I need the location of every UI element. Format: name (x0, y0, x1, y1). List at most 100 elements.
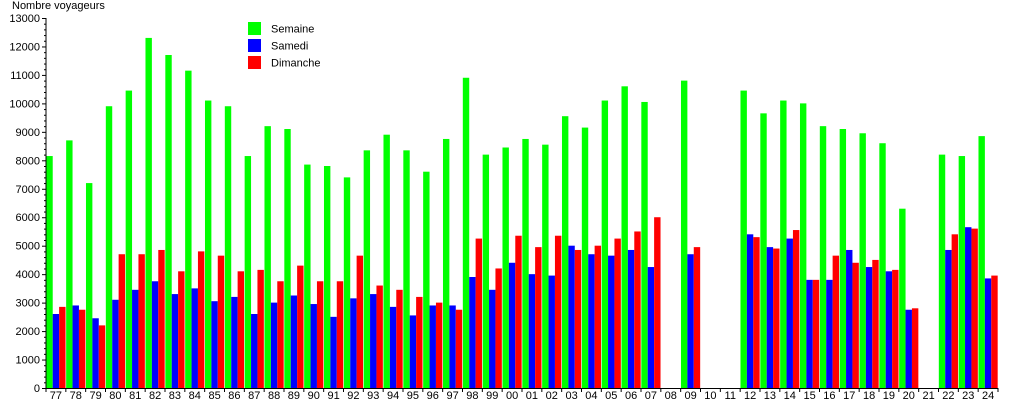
x-tick-label: 78 (70, 390, 82, 400)
x-tick-label: 77 (50, 390, 62, 400)
bar-dimanche-77 (59, 306, 66, 388)
bar-samedi-95 (409, 315, 417, 388)
bar-dimanche-97 (455, 309, 463, 388)
y-tick-label: 2000 (16, 326, 40, 338)
bar-samedi-83 (171, 294, 179, 388)
bar-dimanche-85 (217, 255, 225, 388)
y-tick-label: 4000 (16, 269, 40, 281)
bar-semaine-06 (621, 86, 628, 388)
x-axis: 77 78 79 80 81 82 83 84 85 86 87 88 89 90 91 92 93 94 95 96… (45, 388, 999, 400)
bar-samedi-90 (310, 304, 317, 388)
bar-samedi-15 (806, 279, 813, 388)
bar-dimanche-12 (753, 237, 760, 388)
bar-dimanche-81 (138, 254, 145, 388)
y-tick-label: 8000 (16, 155, 40, 167)
x-tick-label: 97 (446, 390, 458, 400)
bar-samedi-13 (766, 247, 774, 388)
bar-samedi-20 (905, 309, 912, 388)
bar-samedi-05 (608, 255, 615, 388)
y-tick-label: 6000 (16, 212, 40, 224)
bar-samedi-09 (687, 254, 694, 388)
bar-semaine-03 (561, 116, 569, 388)
bar-semaine-04 (581, 127, 589, 388)
bar-semaine-79 (85, 183, 93, 388)
bar-semaine-90 (304, 164, 311, 388)
y-tick-label: 13000 (9, 13, 40, 25)
bar-dimanche-95 (416, 296, 423, 388)
bar-dimanche-87 (257, 269, 264, 388)
bar-dimanche-92 (356, 255, 364, 388)
x-tick-label: 83 (169, 390, 181, 400)
x-tick-label: 96 (427, 390, 439, 400)
bar-dimanche-17 (852, 262, 859, 388)
x-tick-label: 98 (466, 390, 478, 400)
x-tick-label: 21 (922, 390, 934, 400)
bar-semaine-97 (442, 138, 450, 388)
bar-semaine-99 (482, 154, 490, 388)
bar-dimanche-96 (435, 302, 443, 388)
bar-samedi-23 (965, 227, 972, 388)
x-tick-label: 16 (823, 390, 835, 400)
bar-dimanche-05 (614, 238, 621, 388)
bar-dimanche-15 (812, 279, 820, 388)
x-tick-label: 86 (228, 390, 240, 400)
bar-dimanche-01 (535, 247, 542, 388)
x-tick-label: 94 (387, 390, 399, 400)
bar-dimanche-04 (594, 245, 602, 388)
bar-semaine-85 (204, 100, 212, 388)
bar-dimanche-83 (178, 271, 185, 388)
bar-dimanche-22 (951, 234, 959, 388)
bar-samedi-93 (370, 294, 377, 388)
x-tick-label: 05 (605, 390, 617, 400)
x-tick-label: 08 (665, 390, 677, 400)
x-tick-label: 07 (645, 390, 657, 400)
bar-semaine-83 (165, 55, 172, 388)
bar-dimanche-16 (832, 255, 840, 388)
bar-dimanche-80 (118, 254, 126, 388)
x-tick-label: 99 (486, 390, 498, 400)
bar-semaine-01 (522, 138, 529, 388)
bar-dimanche-78 (78, 309, 86, 388)
x-tick-label: 00 (506, 390, 518, 400)
bar-semaine-22 (938, 154, 946, 388)
bar-dimanche-90 (316, 281, 324, 388)
bar-samedi-91 (330, 316, 337, 388)
bar-samedi-02 (548, 275, 555, 388)
x-tick-label: 79 (89, 390, 101, 400)
bar-dimanche-06 (634, 231, 641, 388)
legend-swatch-dimanche (248, 56, 261, 69)
bar-semaine-84 (185, 70, 192, 389)
bar-semaine-12 (740, 90, 747, 388)
bar-samedi-89 (290, 295, 298, 388)
bar-semaine-02 (542, 144, 549, 388)
bar-dimanche-84 (197, 251, 205, 388)
bar-samedi-88 (270, 302, 278, 388)
bar-dimanche-98 (475, 238, 483, 388)
bar-dimanche-13 (773, 248, 780, 388)
bar-semaine-07 (641, 101, 648, 389)
x-tick-label: 85 (208, 390, 220, 400)
y-tick-label: 1000 (16, 355, 40, 367)
bar-semaine-86 (224, 106, 232, 388)
bar-dimanche-03 (574, 249, 582, 388)
bar-samedi-03 (568, 245, 575, 388)
y-tick-label: 11000 (10, 70, 40, 82)
bar-samedi-24 (984, 278, 992, 388)
bar-dimanche-20 (911, 308, 919, 388)
bar-semaine-93 (363, 150, 371, 388)
bar-samedi-17 (846, 249, 853, 388)
x-tick-label: 15 (803, 390, 815, 400)
y-tick-label: 10000 (9, 98, 40, 110)
bar-semaine-23 (958, 156, 966, 388)
bar-samedi-78 (72, 305, 79, 388)
bar-samedi-97 (449, 305, 456, 388)
y-tick-label: 3000 (16, 298, 40, 310)
y-tick-label: 7000 (16, 184, 40, 196)
legend-swatch-semaine (248, 22, 261, 35)
y-tick-label: 9000 (16, 127, 40, 139)
x-tick-label: 88 (268, 390, 280, 400)
x-tick-label: 13 (764, 390, 776, 400)
x-tick-label: 84 (189, 390, 201, 400)
bar-semaine-20 (899, 208, 906, 388)
